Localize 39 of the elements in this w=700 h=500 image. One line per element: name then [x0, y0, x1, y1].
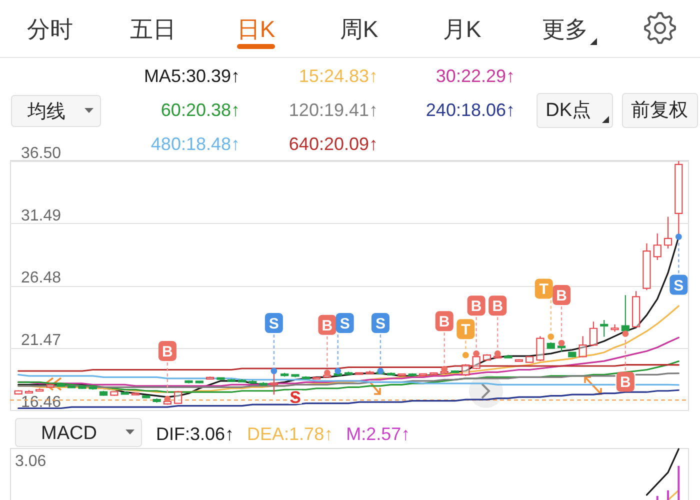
- text: M:2.57↑: [346, 424, 410, 444]
- data-label: S: [268, 315, 279, 332]
- data-label: T: [539, 281, 548, 298]
- text: MA5:30.39↑: [144, 66, 240, 86]
- text: DEA:1.78↑: [247, 424, 334, 444]
- category-label: 月K: [442, 16, 482, 42]
- text: 640:20.09↑: [288, 134, 378, 154]
- category-label: 分时: [27, 16, 73, 42]
- annotation: 3.06: [15, 453, 46, 470]
- data-label: S: [674, 277, 684, 294]
- category-label: 周K: [340, 16, 379, 42]
- data-label: B: [556, 288, 568, 305]
- y-tick-label: 21.47: [21, 332, 62, 349]
- text: 15:24.83↑: [298, 66, 378, 86]
- text: 120:19.41↑: [288, 100, 378, 120]
- category-label: 更多: [542, 16, 588, 42]
- text: 60:20.38↑: [160, 100, 240, 120]
- category-label: 五日: [130, 16, 176, 42]
- text: 前复权: [631, 100, 688, 121]
- chart-title: MACD: [41, 423, 97, 444]
- chart-title: 均线: [26, 102, 66, 122]
- text: 30:22.29↑: [436, 66, 515, 86]
- text: 240:18.06↑: [426, 100, 515, 120]
- data-label: B: [162, 343, 174, 360]
- data-label: S: [375, 315, 386, 332]
- data-label: B: [470, 298, 482, 316]
- data-label: B: [438, 314, 450, 331]
- y-tick-label: 31.49: [21, 207, 62, 224]
- y-tick-label: 36.50: [21, 145, 62, 162]
- data-label: B: [620, 374, 631, 392]
- y-tick-label: 26.48: [21, 270, 62, 286]
- category-label: 日K: [236, 16, 276, 42]
- text: DK点: [546, 100, 591, 121]
- data-label: T: [461, 322, 470, 339]
- text: 480:18.48↑: [150, 134, 240, 154]
- text: DIF:3.06↑: [156, 424, 234, 444]
- data-label: B: [322, 317, 333, 334]
- data-label: B: [492, 298, 504, 316]
- data-label: S: [340, 315, 350, 332]
